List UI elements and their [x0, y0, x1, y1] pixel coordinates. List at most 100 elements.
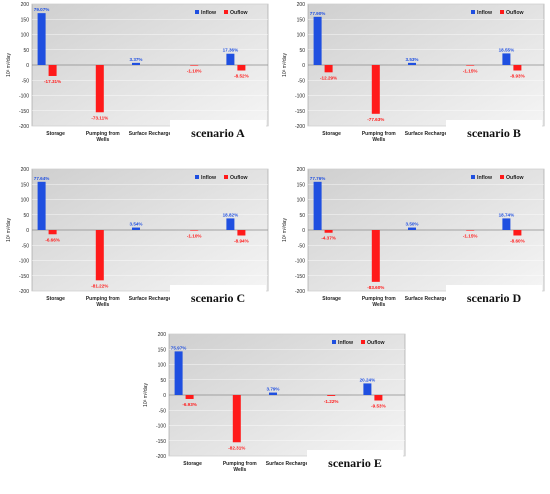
- y-tick-label: 100: [297, 33, 306, 39]
- bar-inflow: [37, 181, 46, 230]
- legend-swatch: [471, 175, 475, 179]
- legend-label: Inflow: [201, 10, 217, 16]
- y-tick-label: 50: [160, 378, 166, 384]
- data-label: 18.74%: [499, 212, 515, 217]
- data-label: -9.53%: [371, 403, 386, 408]
- chart-svg: 200 150 100 50 0 -50 -100 -150 -200 10³ m³/day 77.…: [6, 167, 269, 309]
- data-label: -1.10%: [187, 69, 202, 74]
- legend-swatch: [500, 10, 504, 14]
- bar-inflow: [502, 53, 511, 65]
- x-tick-label: Wells: [96, 302, 109, 308]
- data-label: -6.66%: [45, 237, 60, 242]
- y-tick-label: -200: [19, 124, 29, 130]
- y-tick-label: 100: [158, 363, 167, 369]
- y-tick-label: 0: [302, 63, 305, 69]
- data-label: -12.29%: [320, 75, 337, 80]
- bar-ouflow: [48, 230, 57, 235]
- y-tick-label: -100: [295, 94, 305, 100]
- y-tick-label: 150: [21, 182, 30, 188]
- bar-ouflow: [324, 65, 333, 73]
- x-tick-label: Pumping from: [86, 131, 120, 137]
- data-label: -73.11%: [91, 115, 108, 120]
- bar-ouflow: [95, 65, 104, 113]
- y-tick-label: 200: [297, 2, 306, 8]
- legend-swatch: [361, 340, 365, 344]
- chart-scenario-e: 200 150 100 50 0 -50 -100 -150 -200 10³ m³/day 75.…: [137, 330, 409, 492]
- y-tick-label: -150: [19, 109, 29, 115]
- legend-swatch: [224, 175, 228, 179]
- y-axis-label: 10³ m³/day: [282, 53, 288, 77]
- y-tick-label: 200: [158, 332, 167, 338]
- bar-ouflow: [185, 395, 194, 399]
- legend-swatch: [195, 10, 199, 14]
- annotation-box: [446, 120, 542, 144]
- bar-inflow: [132, 227, 140, 230]
- x-tick-label: Surface Recharge: [405, 131, 448, 137]
- data-label: -82.31%: [228, 445, 245, 450]
- data-label: -81.22%: [91, 283, 108, 288]
- y-axis-label: 10³ m³/day: [282, 218, 288, 242]
- data-label: 77.90%: [310, 11, 326, 16]
- bar-ouflow: [237, 65, 246, 71]
- y-tick-label: -200: [295, 289, 305, 295]
- y-tick-label: 100: [21, 33, 30, 39]
- bar-ouflow: [513, 230, 522, 236]
- y-tick-label: -50: [22, 78, 29, 84]
- chart-svg: 200 150 100 50 0 -50 -100 -150 -200 10³ m³/day 77.…: [282, 167, 545, 309]
- y-tick-label: 0: [302, 228, 305, 234]
- bar-inflow: [132, 62, 140, 65]
- data-label: 75.97%: [171, 345, 187, 350]
- bar-inflow: [313, 16, 322, 66]
- y-tick-label: 200: [21, 167, 30, 173]
- data-label: -8.93%: [510, 73, 525, 78]
- scenario-annotation: scenario B: [467, 126, 521, 140]
- data-label: -17.31%: [44, 79, 61, 84]
- data-label: 18.55%: [499, 47, 515, 52]
- bar-inflow: [226, 53, 235, 65]
- x-tick-label: Pumping from: [223, 461, 257, 467]
- legend-label: Ouflow: [367, 340, 386, 346]
- bar-ouflow: [513, 65, 522, 71]
- bar-ouflow: [327, 395, 336, 396]
- y-tick-label: -50: [298, 243, 305, 249]
- y-tick-label: 150: [297, 182, 306, 188]
- bar-inflow: [502, 218, 511, 230]
- y-tick-label: 0: [26, 228, 29, 234]
- legend-swatch: [332, 340, 336, 344]
- bar-inflow: [408, 62, 416, 65]
- y-tick-label: -150: [156, 439, 166, 445]
- bar-ouflow: [95, 230, 104, 281]
- y-tick-label: 50: [23, 213, 29, 219]
- legend-label: Inflow: [338, 340, 354, 346]
- bar-inflow: [313, 181, 322, 230]
- legend-label: Ouflow: [230, 175, 249, 181]
- bar-ouflow: [374, 395, 383, 401]
- y-tick-label: -100: [295, 259, 305, 265]
- y-tick-label: 100: [297, 198, 306, 204]
- y-tick-label: 0: [26, 63, 29, 69]
- bar-ouflow: [466, 230, 475, 231]
- legend-swatch: [471, 10, 475, 14]
- legend-swatch: [500, 175, 504, 179]
- x-tick-label: Wells: [233, 467, 246, 473]
- bar-ouflow: [190, 65, 199, 66]
- bar-ouflow: [466, 65, 475, 66]
- legend-swatch: [195, 175, 199, 179]
- y-tick-label: -150: [295, 274, 305, 280]
- y-tick-label: -100: [156, 424, 166, 430]
- legend-label: Inflow: [477, 10, 493, 16]
- legend-label: Inflow: [477, 175, 493, 181]
- data-label: 17.36%: [223, 48, 239, 53]
- data-label: -8.52%: [234, 73, 249, 78]
- data-label: 3.54%: [129, 222, 142, 227]
- y-tick-label: 50: [299, 48, 305, 54]
- y-tick-label: 50: [299, 213, 305, 219]
- bar-ouflow: [190, 230, 199, 231]
- y-tick-label: 150: [158, 347, 167, 353]
- y-tick-label: -200: [156, 454, 166, 460]
- y-tick-label: 200: [21, 2, 30, 8]
- data-label: 18.82%: [223, 212, 239, 217]
- y-tick-label: 150: [21, 17, 30, 23]
- y-tick-label: -150: [19, 274, 29, 280]
- y-axis-label: 10³ m³/day: [6, 218, 12, 242]
